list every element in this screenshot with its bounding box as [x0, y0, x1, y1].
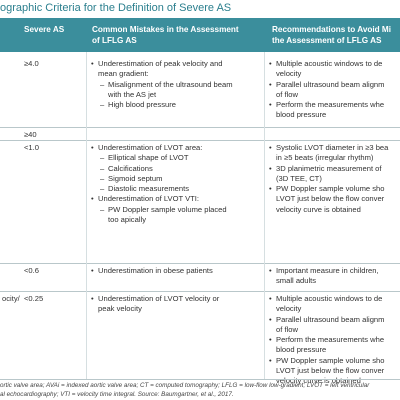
text-line: Elliptical shape of LVOT	[108, 153, 189, 163]
bullet-item: Underestimation of peak velocity andmean…	[90, 59, 233, 80]
text-line: mean gradient:	[98, 69, 149, 79]
bullet-item: Underestimation of LVOT VTI:	[90, 194, 227, 205]
table-title: ographic Criteria for the Definition of …	[0, 2, 232, 14]
text-line: Recommendations to Avoid Mi	[272, 25, 392, 34]
text-line: Systolic LVOT diameter in ≥3 bea	[276, 143, 389, 152]
row-separator	[0, 379, 400, 380]
text-line: Underestimation of LVOT VTI:	[98, 194, 200, 204]
text-line: al echocardiography; VTI = velocity time…	[0, 391, 234, 398]
header-cell: Common Mistakes in the Assessment of LFLG…	[92, 24, 239, 46]
table-header: Severe AS Common Mistakes in the Assessme…	[0, 18, 400, 52]
severe-value: <0.25	[24, 294, 44, 303]
text-line: Underestimation in obese patients	[98, 266, 213, 275]
text-line: Common Mistakes in the Assessment	[92, 25, 239, 34]
text-line: Perform the measurements whe	[276, 335, 385, 345]
text-line: Important measure in children,	[276, 266, 379, 275]
text-line: 3D planimetric measurement of	[276, 163, 382, 173]
text-line: blood pressure	[276, 110, 327, 120]
bullet-item: Sigmoid septum	[90, 173, 227, 185]
bullet-item: High blood pressure	[90, 100, 233, 111]
text-line: velocity curve is obtained	[276, 376, 361, 386]
text-line: LVOT just below the flow conver	[276, 194, 385, 204]
row-separator	[0, 127, 400, 128]
severe-value: ≥4.0	[24, 59, 39, 68]
text-line: too apically	[108, 215, 146, 225]
bullet-item: Misalignment of the ultrasound beamwith …	[90, 80, 233, 101]
text-line: of flow	[276, 89, 298, 99]
text-line: Severe AS	[24, 25, 65, 34]
text-line: of flow	[276, 324, 298, 334]
text-line: velocity	[276, 304, 302, 314]
text-line: the Assessment of LFLG AS	[272, 36, 382, 45]
text-line: peak velocity	[98, 304, 142, 314]
text-line: in ≥5 beats (irregular rhythm)	[276, 153, 374, 163]
row-separator	[0, 263, 400, 264]
row-label: ocity/	[2, 294, 20, 303]
text-line: velocity	[276, 69, 302, 79]
mistakes-cell: Underestimation of LVOT area:Elliptical …	[90, 143, 227, 225]
column-separator	[264, 52, 265, 379]
recommendations-cell: Important measure in children, small adu…	[268, 266, 379, 287]
text-line: small adults	[276, 276, 317, 286]
mistakes-cell: Underestimation of LVOT velocity orpeak …	[90, 294, 219, 315]
row-separator	[0, 140, 400, 141]
text-line: (3D TEE, CT)	[276, 173, 322, 183]
header-cell: Recommendations to Avoid Mi the Assessmen…	[272, 24, 391, 46]
bullet-item: Calcifications	[90, 163, 227, 175]
text-line: Underestimation of LVOT area:	[98, 143, 203, 152]
bullet-item: Underestimation of LVOT area:	[90, 143, 227, 154]
severe-value: ≥40	[24, 130, 37, 139]
recommendations-cell: Multiple acoustic windows to develocityP…	[268, 294, 384, 387]
text-line: Diastolic measurements	[108, 184, 190, 194]
bullet-item: Underestimation of LVOT velocity orpeak …	[90, 294, 219, 315]
text-line: Sigmoid septum	[108, 173, 163, 183]
mistakes-cell: Underestimation in obese patients	[90, 266, 213, 277]
bullet-item: Diastolic measurements	[90, 184, 227, 195]
bullet-item: Underestimation in obese patients	[90, 266, 213, 277]
footnote: ortic valve area; AVAi = indexed aortic …	[0, 381, 369, 399]
text-line: of LFLG AS	[92, 36, 137, 45]
mistakes-cell: Underestimation of peak velocity andmean…	[90, 59, 233, 111]
text-line: Parallel ultrasound beam alignm	[276, 314, 385, 324]
text-line: with the AS jet	[108, 89, 157, 99]
header-cell: Severe AS	[24, 24, 64, 35]
bullet-item: 3D planimetric measurement of(3D TEE, CT…	[268, 164, 388, 185]
text-line: PW Doppler sample volume sho	[276, 184, 385, 194]
text-line: Calcifications	[108, 163, 153, 173]
text-line: blood pressure	[276, 345, 327, 355]
text-line: LVOT just below the flow conver	[276, 366, 385, 376]
row-separator	[0, 291, 400, 292]
text-line: Underestimation of peak velocity and	[98, 59, 223, 68]
text-line: Multiple acoustic windows to de	[276, 294, 383, 303]
text-line: Multiple acoustic windows to de	[276, 59, 383, 68]
text-line: ortic valve area; AVAi = indexed aortic …	[0, 382, 370, 389]
text-line: High blood pressure	[108, 100, 176, 110]
text-line: velocity curve is obtained	[276, 204, 361, 214]
text-line: PW Doppler sample volume placed	[108, 204, 227, 214]
severe-value: <0.6	[24, 266, 39, 275]
column-separator	[86, 52, 87, 379]
severe-value: <1.0	[24, 143, 39, 152]
bullet-item: Important measure in children, small adu…	[268, 266, 379, 287]
text-line: Perform the measurements whe	[276, 100, 385, 110]
text-line: Misalignment of the ultrasound beam	[108, 79, 233, 89]
text-line: PW Doppler sample volume sho	[276, 355, 385, 365]
bullet-item: Elliptical shape of LVOT	[90, 153, 227, 164]
text-line: Parallel ultrasound beam alignm	[276, 79, 385, 89]
recommendations-cell: Multiple acoustic windows to develocityP…	[268, 59, 384, 121]
text-line: Underestimation of LVOT velocity or	[98, 294, 220, 303]
